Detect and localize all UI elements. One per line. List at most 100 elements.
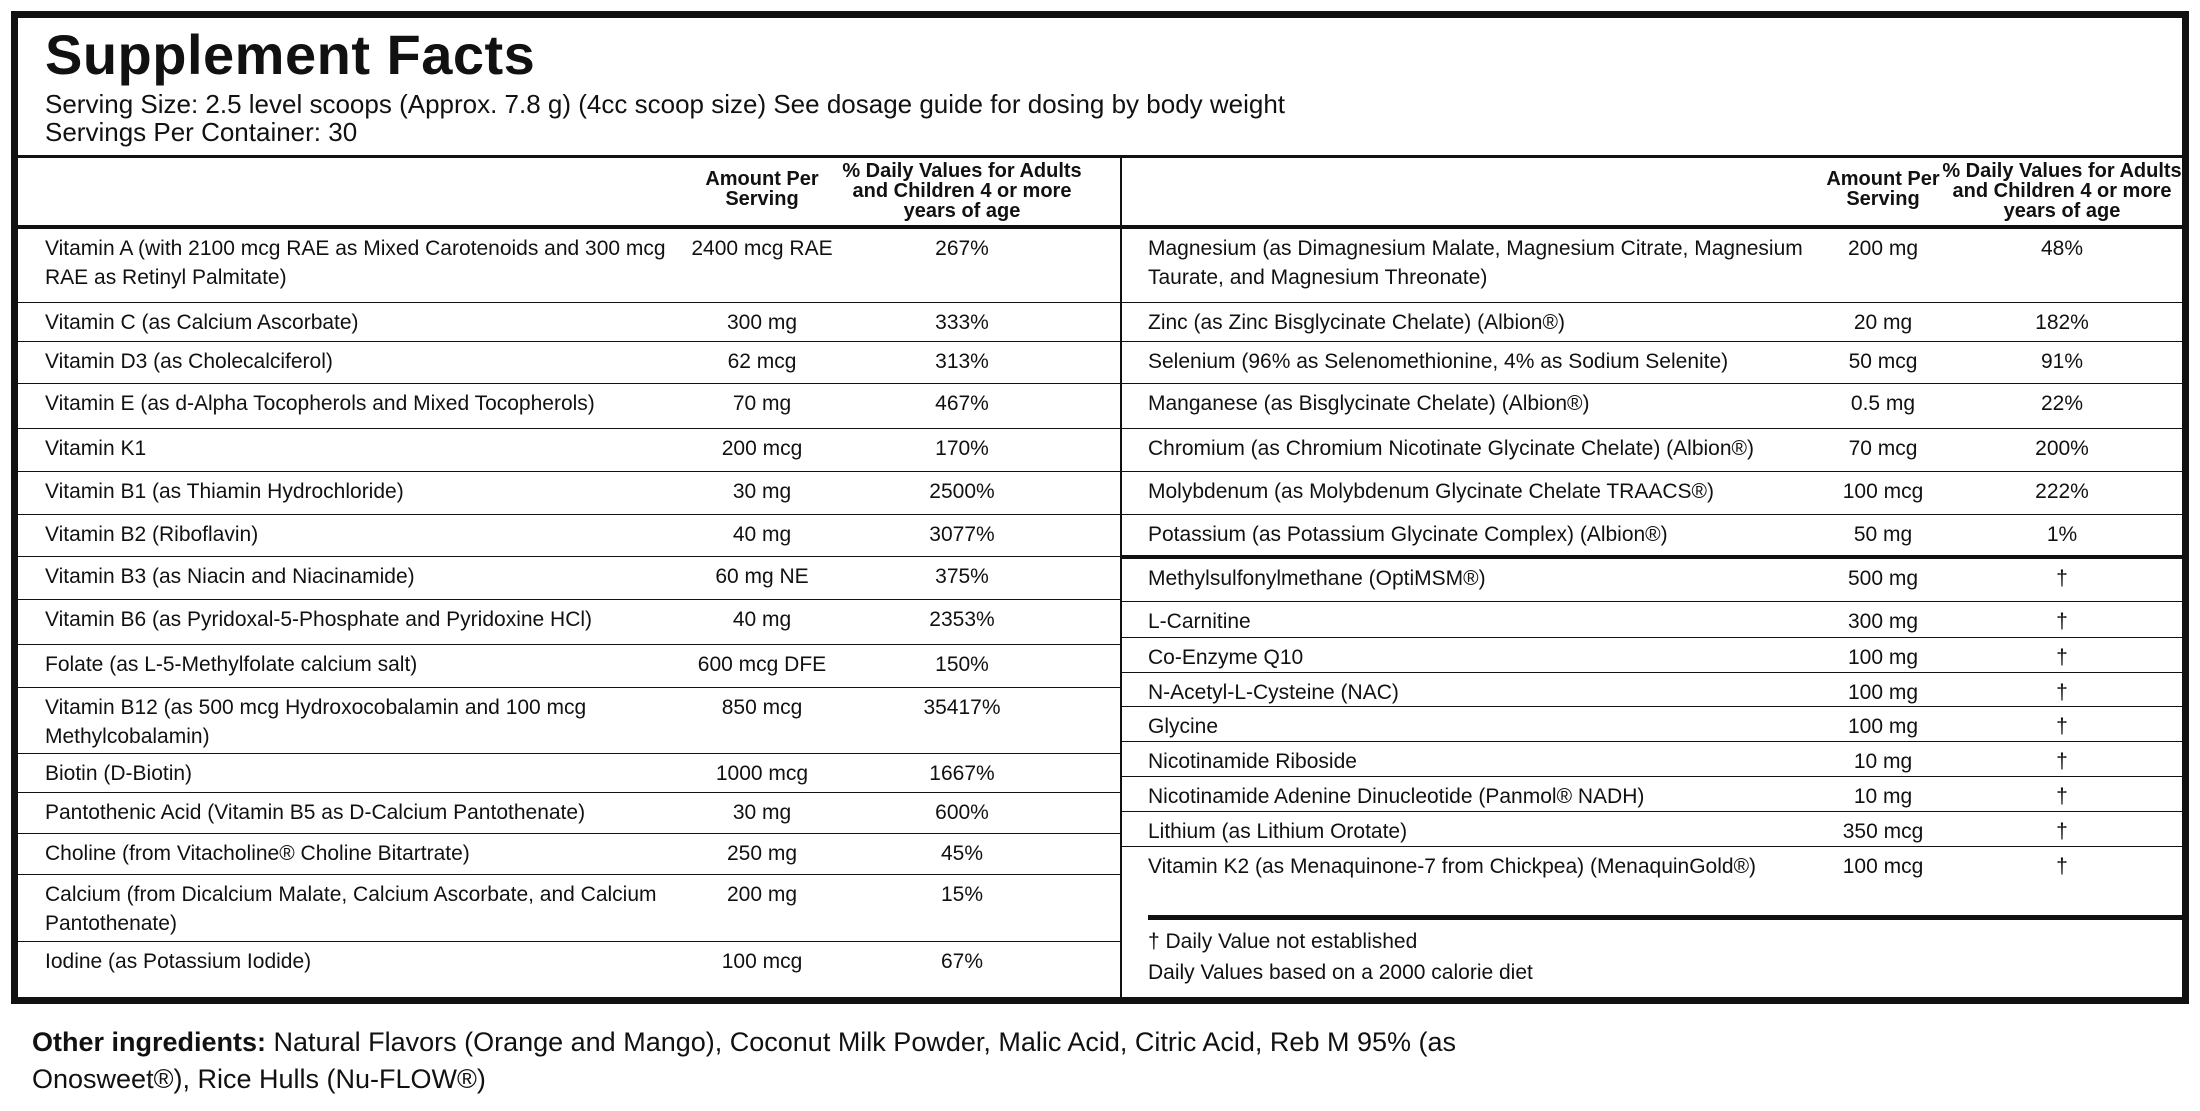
servings-per-container: Servings Per Container: 30 [45, 117, 358, 147]
thick-rule [1148, 915, 2186, 920]
daily-value: 45% [940, 842, 984, 865]
row-rule [11, 599, 1121, 600]
daily-value: † [2056, 855, 2068, 878]
amount: 100 mcg [1842, 480, 1924, 503]
row-rule [1121, 776, 2189, 777]
other-label: Other ingredients: [32, 1027, 267, 1057]
ingredient-name: Vitamin B6 (as Pyridoxal-5-Phosphate and… [45, 608, 593, 631]
row-rule [1121, 601, 2189, 602]
amount: 600 mcg DFE [697, 653, 827, 676]
row-rule [1121, 811, 2189, 812]
thick-rule [1121, 555, 2189, 559]
row-rule [1121, 428, 2189, 429]
column-header: Amount Per Serving [1826, 168, 1940, 210]
row-rule [1121, 741, 2189, 742]
daily-value: 35417% [923, 696, 1001, 719]
daily-value: 313% [935, 350, 989, 373]
daily-value: 267% [935, 237, 989, 260]
ingredient-name: Nicotinamide Adenine Dinucleotide (Panmo… [1148, 785, 1645, 808]
amount: 40 mg [732, 523, 792, 546]
amount: 850 mcg [721, 696, 803, 719]
daily-value: 222% [2035, 480, 2089, 503]
ingredient-name: Iodine (as Potassium Iodide) [45, 950, 312, 973]
daily-value: 200% [2035, 437, 2089, 460]
daily-value: 3077% [929, 523, 995, 546]
daily-value: † [2056, 785, 2068, 808]
amount: 10 mg [1853, 785, 1913, 808]
column-header: % Daily Values for Adults and Children 4… [1942, 160, 2182, 222]
daily-value: † [2056, 567, 2068, 590]
rule [11, 225, 2189, 229]
daily-value: 150% [935, 653, 989, 676]
ingredient-name: Nicotinamide Riboside [1148, 750, 1357, 773]
amount: 30 mg [732, 801, 792, 824]
daily-value: † [2056, 715, 2068, 738]
daily-value: 467% [935, 392, 989, 415]
ingredient-name: Vitamin B3 (as Niacin and Niacinamide) [45, 565, 415, 588]
amount: 100 mg [1847, 681, 1919, 704]
ingredient-name: Vitamin K2 (as Menaquinone-7 from Chickp… [1148, 855, 1757, 878]
ingredient-name: Vitamin B12 (as 500 mcg Hydroxocobalamin… [45, 696, 587, 748]
column-header: Amount Per Serving [705, 168, 819, 210]
label-border [11, 11, 2189, 1004]
amount: 200 mg [1847, 237, 1919, 260]
daily-value: † [2056, 681, 2068, 704]
daily-value: † [2056, 820, 2068, 843]
title: Supplement Facts [45, 23, 536, 86]
column-divider [1120, 156, 1122, 998]
amount: 300 mg [1847, 610, 1919, 633]
daily-value: 1% [2046, 523, 2078, 546]
column-header: % Daily Values for Adults and Children 4… [842, 160, 1082, 222]
row-rule [11, 471, 1121, 472]
daily-value: 91% [2040, 350, 2084, 373]
amount: 100 mcg [721, 950, 803, 973]
row-rule [11, 792, 1121, 793]
ingredient-name: Chromium (as Chromium Nicotinate Glycina… [1148, 437, 1755, 460]
ingredient-name: Vitamin E (as d-Alpha Tocopherols and Mi… [45, 392, 595, 415]
ingredient-name: Calcium (from Dicalcium Malate, Calcium … [45, 883, 657, 935]
row-rule [11, 687, 1121, 688]
ingredient-name: Vitamin C (as Calcium Ascorbate) [45, 311, 359, 334]
ingredient-name: Vitamin D3 (as Cholecalciferol) [45, 350, 333, 373]
daily-value: 333% [935, 311, 989, 334]
ingredient-name: Lithium (as Lithium Orotate) [1148, 820, 1408, 843]
ingredient-name: N-Acetyl-L-Cysteine (NAC) [1148, 681, 1399, 704]
row-rule [11, 753, 1121, 754]
amount: 0.5 mg [1850, 392, 1916, 415]
amount: 60 mg NE [715, 565, 809, 588]
ingredient-name: Glycine [1148, 715, 1219, 738]
row-rule [11, 874, 1121, 875]
ingredient-name: Selenium (96% as Selenomethionine, 4% as… [1148, 350, 1729, 373]
amount: 500 mg [1847, 567, 1919, 590]
other-text: Natural Flavors (Orange and Mango), Coco… [32, 1027, 1457, 1094]
amount: 250 mg [726, 842, 798, 865]
daily-value: † [2056, 646, 2068, 669]
ingredient-name: Methylsulfonylmethane (OptiMSM®) [1148, 567, 1486, 590]
amount: 100 mg [1847, 715, 1919, 738]
amount: 350 mcg [1842, 820, 1924, 843]
amount: 100 mg [1847, 646, 1919, 669]
daily-value: † [2056, 750, 2068, 773]
ingredient-name: Magnesium (as Dimagnesium Malate, Magnes… [1148, 237, 1803, 289]
row-rule [1121, 637, 2189, 638]
ingredient-name: Vitamin K1 [45, 437, 147, 460]
amount: 300 mg [726, 311, 798, 334]
daily-value: 48% [2040, 237, 2084, 260]
amount: 10 mg [1853, 750, 1913, 773]
amount: 1000 mcg [715, 762, 809, 785]
daily-value: 182% [2035, 311, 2089, 334]
footnote: † Daily Value not established [1148, 930, 1418, 953]
daily-value: 22% [2040, 392, 2084, 415]
amount: 200 mg [726, 883, 798, 906]
row-rule [11, 941, 1121, 942]
row-rule [1121, 471, 2189, 472]
amount: 40 mg [732, 608, 792, 631]
row-rule [1121, 706, 2189, 707]
serving-size: Serving Size: 2.5 level scoops (Approx. … [45, 89, 1286, 119]
row-rule [11, 302, 1121, 303]
daily-value: 600% [935, 801, 989, 824]
row-rule [1121, 846, 2189, 847]
row-rule [1121, 341, 2189, 342]
daily-value: 67% [940, 950, 984, 973]
